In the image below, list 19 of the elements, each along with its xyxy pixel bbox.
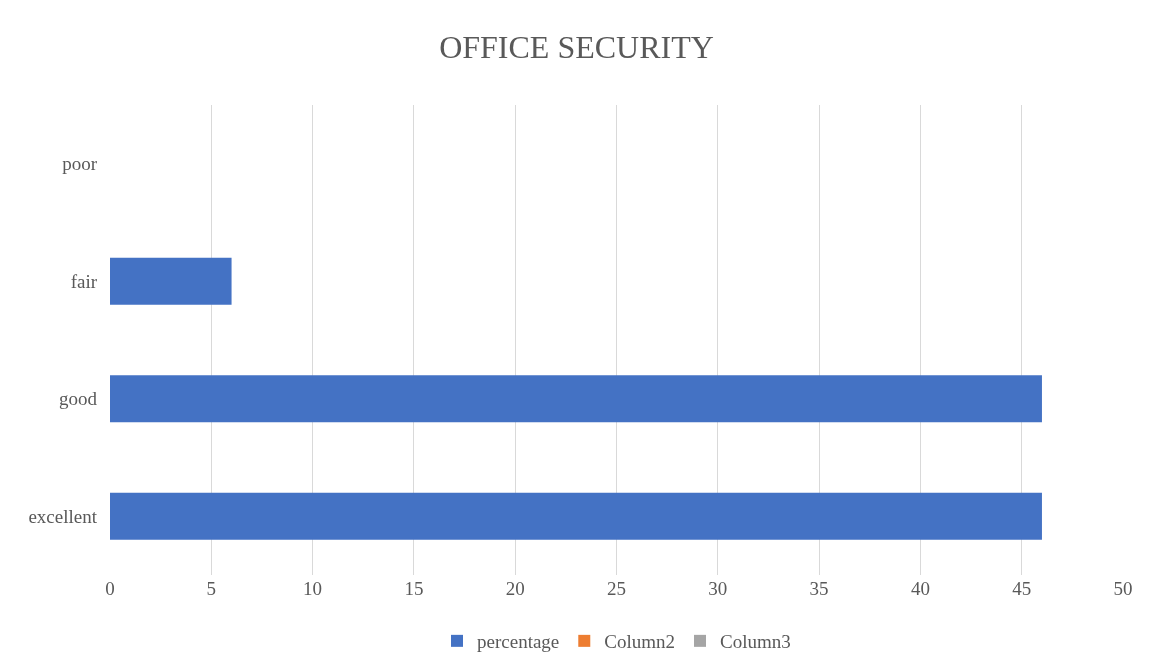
x-tick-label: 15 <box>404 578 424 599</box>
legend-label: percentage <box>477 631 560 653</box>
x-tick-label: 20 <box>505 578 525 599</box>
x-tick-label: 5 <box>206 578 217 599</box>
y-tick-label: excellent <box>28 505 98 527</box>
legend-label: Column3 <box>720 631 791 653</box>
y-tick-label: good <box>59 388 98 410</box>
chart-title: OFFICE SECURITY <box>439 29 714 66</box>
x-tick-label: 50 <box>1113 578 1133 599</box>
x-tick-label: 40 <box>910 578 930 599</box>
x-tick-label: 25 <box>607 578 626 599</box>
legend-label: Column2 <box>604 631 676 653</box>
x-tick-label: 45 <box>1012 578 1032 599</box>
x-tick-label: 0 <box>105 578 115 599</box>
x-tick-label: 30 <box>708 578 728 599</box>
y-tick-label: fair <box>70 270 98 292</box>
y-tick-label: poor <box>62 153 98 175</box>
x-tick-label: 10 <box>303 578 323 599</box>
x-tick-label: 35 <box>809 578 829 599</box>
